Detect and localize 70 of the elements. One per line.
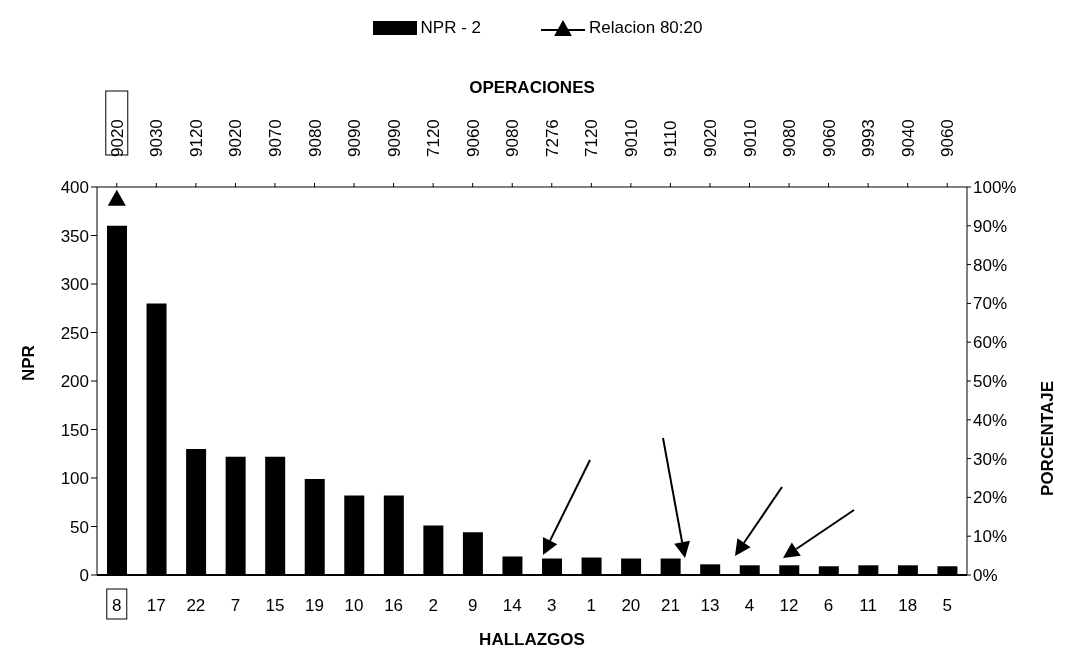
y2-tick-label: 20%	[973, 488, 1008, 508]
y2-tick-label: 10%	[973, 527, 1008, 547]
y-tick-label: 50	[70, 517, 89, 537]
y-tick-label: 150	[60, 420, 89, 440]
text: 9020	[107, 119, 127, 157]
x-tick-label: 19	[305, 596, 324, 615]
x-tick-label: 15	[265, 596, 285, 615]
x-tick-label: 12	[779, 596, 799, 615]
x-tick-label: 13	[700, 596, 720, 615]
y-tick-label: 350	[60, 226, 89, 246]
x-tick-label: 7	[230, 596, 241, 615]
x-tick-label: 1	[586, 596, 597, 615]
y2-tick-label: 60%	[973, 333, 1008, 353]
x-tick-label: 21	[660, 596, 680, 615]
x2-axis-title: OPERACIONES	[469, 78, 595, 98]
y-tick-label: 200	[60, 372, 89, 392]
legend-label: Relacion 80:20	[589, 18, 703, 38]
text: 9010	[621, 119, 641, 157]
y2-tick-label: 90%	[973, 216, 1008, 236]
text: 7276	[542, 119, 562, 157]
x-tick-label: 17	[146, 596, 166, 615]
text: 9080	[780, 119, 800, 157]
text: 9090	[345, 119, 365, 157]
text: 7120	[582, 119, 602, 157]
x-tick-label: 4	[744, 596, 755, 615]
y-tick-label: 300	[60, 275, 89, 295]
y2-tick-label: 0%	[973, 566, 998, 586]
x-tick-label: 3	[547, 596, 557, 615]
x-tick-label: 10	[344, 596, 364, 615]
text: 9993	[859, 119, 879, 157]
y2-tick-label: 40%	[973, 410, 1008, 430]
x-tick-label: 22	[186, 596, 206, 615]
text: 9040	[898, 119, 918, 157]
x-tick-label: 11	[859, 596, 877, 615]
y2-tick-label: 50%	[973, 372, 1008, 392]
y-tick-label: 0	[79, 566, 89, 586]
legend-label: NPR - 2	[420, 18, 482, 38]
x-tick-label: 2	[428, 596, 438, 615]
text: 9060	[819, 119, 839, 157]
x-tick-label: 8	[112, 596, 122, 615]
x-tick-label: 14	[502, 596, 522, 615]
x-tick-label: 6	[823, 596, 834, 615]
y2-axis-title: PORCENTAJE	[1038, 381, 1058, 496]
text: 7120	[424, 119, 444, 157]
text: 9030	[147, 119, 167, 157]
y-axis-title: NPR	[19, 345, 39, 381]
text: 9020	[226, 119, 246, 157]
x-tick-label: 16	[384, 596, 404, 615]
y2-tick-label: 80%	[973, 255, 1008, 275]
text: 9060	[463, 119, 483, 157]
x-tick-label: 9	[467, 596, 478, 615]
y2-tick-label: 30%	[973, 449, 1008, 469]
text: 9090	[384, 119, 404, 157]
text: 9060	[938, 119, 958, 157]
y-tick-label: 250	[60, 323, 89, 343]
y-tick-label: 100	[60, 469, 89, 489]
y-tick-label: 400	[60, 178, 89, 198]
text: 9010	[740, 119, 760, 157]
x-tick-label: 5	[942, 596, 952, 615]
x-tick-label: 20	[621, 596, 641, 615]
x-tick-label: 18	[898, 596, 918, 615]
text: 9110	[661, 120, 681, 157]
y2-tick-label: 70%	[973, 294, 1008, 314]
text: 9120	[186, 119, 206, 157]
text: 9080	[503, 119, 523, 157]
y2-tick-label: 100%	[973, 178, 1017, 198]
text: 9020	[700, 119, 720, 157]
text: 9080	[305, 119, 325, 157]
text: 9070	[265, 119, 285, 157]
x-axis-title: HALLAZGOS	[479, 630, 585, 649]
